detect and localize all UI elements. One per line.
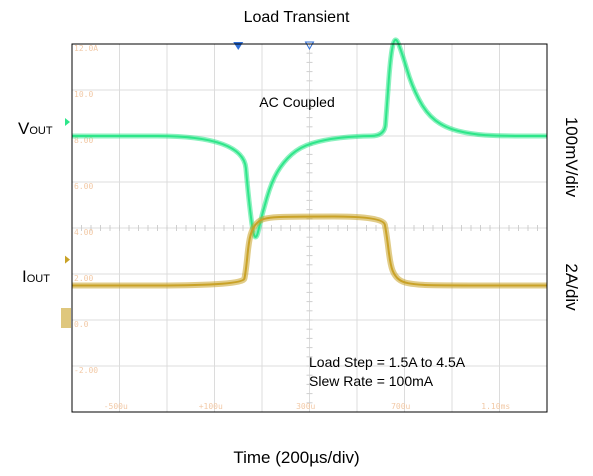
grid	[71, 43, 548, 413]
x-tick-label: 300u	[296, 402, 315, 411]
iout-label-main: I	[22, 267, 27, 286]
vout-scale-label: 100mV/div	[562, 116, 581, 198]
traces	[71, 37, 547, 289]
ch2-ground-marker-icon	[61, 308, 71, 328]
x-axis-label: Time (200µs/div)	[233, 448, 360, 467]
vout-label-sub: OUT	[29, 125, 53, 137]
y-tick-label: 12.0A	[74, 44, 98, 53]
annotation-ac-coupled: AC Coupled	[259, 94, 335, 110]
x-tick-label: 700u	[391, 402, 410, 411]
y-tick-label: 6.00	[74, 182, 93, 191]
delay-marker-icon	[304, 41, 315, 51]
y-tick-label: 8.00	[74, 136, 93, 145]
plot-frame	[71, 43, 548, 413]
x-tick-label: 1.10ms	[481, 402, 510, 411]
x-tick-label: +100u	[199, 402, 223, 411]
iout-label: IOUT	[22, 267, 50, 287]
y-tick-labels: 12.0A 10.0 8.00 6.00 4.00 2.00 0.0 -2.00	[74, 44, 98, 375]
iout-label-sub: OUT	[26, 273, 50, 285]
x-tick-label: -500u	[104, 402, 128, 411]
iout-trace	[71, 215, 547, 287]
y-tick-label: 0.0	[74, 320, 89, 329]
iout-scale-label: 2A/div	[562, 263, 581, 311]
vout-label-main: V	[18, 119, 30, 138]
vout-label: VOUT	[18, 119, 53, 139]
y-tick-label: -2.00	[74, 366, 98, 375]
annotation-slew-rate: Slew Rate = 100mA	[309, 373, 434, 389]
vout-trace	[72, 38, 547, 238]
y-tick-label: 2.00	[74, 274, 93, 283]
trigger-marker-icon	[233, 42, 244, 50]
ch1-ground-marker-icon	[65, 118, 70, 126]
x-tick-labels: -500u +100u 300u 700u 1.10ms	[104, 402, 511, 411]
y-tick-label: 10.0	[74, 90, 93, 99]
y-tick-label: 4.00	[74, 228, 93, 237]
chart-title: Load Transient	[243, 9, 350, 26]
ch2-trigger-level-icon	[65, 255, 70, 264]
annotation-load-step: Load Step = 1.5A to 4.5A	[309, 354, 466, 370]
